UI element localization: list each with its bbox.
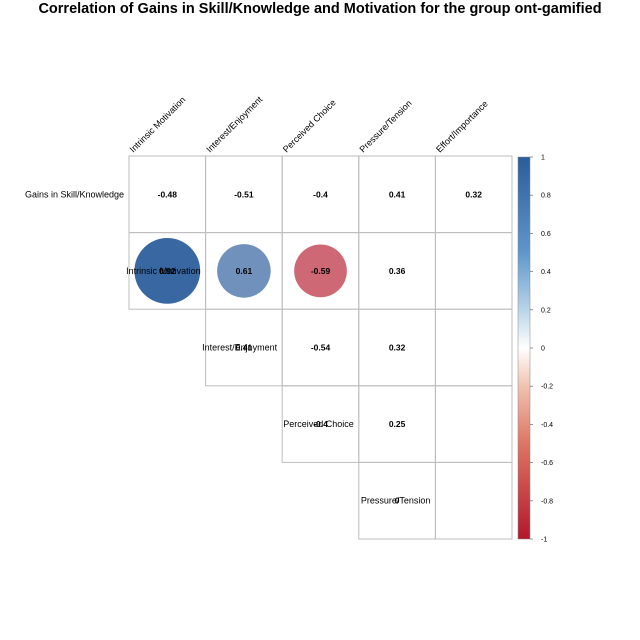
column-label: Interest/Enjoyment [204,94,264,154]
cell-value-label: 0.36 [389,266,406,276]
row-label: Pressure/Tension [361,496,431,506]
colorbar-tick-label: 0.8 [541,193,551,200]
colorbar-tick-label: -0.8 [541,498,553,505]
column-label: Pressure/Tension [357,98,413,154]
cell-value-label: 0.41 [236,343,253,353]
colorbar-tick-label: 0.2 [541,307,551,314]
colorbar-tick-label: -0.6 [541,460,553,467]
cell-value-label: 0 [395,496,400,506]
column-label: Intrinsic Motivation [128,95,188,155]
cell-value-label: 0.41 [389,189,406,199]
cell-value-label: 0.25 [389,419,406,429]
colorbar-gradient [517,156,531,540]
colorbar-tick-label: -1 [541,537,547,544]
cell-value-label: -0.48 [158,189,178,199]
chart-title: Correlation of Gains in Skill/Knowledge … [38,1,601,17]
correlation-circle [217,244,271,298]
grid-cell [434,232,513,310]
correlation-circle [134,238,201,304]
colorbar-tick-label: 0.6 [541,231,551,238]
cell-value-label: 0.92 [159,266,176,276]
cell-value-label: -0.4 [313,189,328,199]
colorbar-tick-label: 0.4 [541,269,551,276]
grid-cell [434,461,513,540]
grid-cell [434,308,513,387]
cell-value-label: -0.4 [313,419,328,429]
column-label: Perceived Choice [281,97,338,154]
row-label: Intrinsic Motivation [126,266,201,276]
column-label: Effort/Importance [434,99,490,155]
grid-layer [128,155,513,540]
row-label: Perceived Choice [283,419,354,429]
mark-layer [134,238,347,304]
cell-value-label: 0.61 [236,266,253,276]
correlation-circle [294,244,347,298]
colorbar-tick-label: 1 [541,155,545,162]
row-label: Gains in Skill/Knowledge [25,189,124,199]
cell-value-label: -0.51 [234,189,254,199]
cell-value-label: 0.32 [465,189,482,199]
colorbar: 1 0.8 0.6 0.4 0.2 0 -0.2 -0.4 -0.6 -0.8 -1 [517,155,553,544]
colorbar-tick-label: -0.2 [541,384,553,391]
colorbar-tick-label: -0.4 [541,422,553,429]
cell-value-label: 0.32 [389,343,406,353]
cell-value-label: -0.59 [311,266,331,276]
row-label: Interest/Enjoyment [202,343,278,353]
grid-cell [434,385,513,463]
cell-value-label: -0.54 [311,343,331,353]
colorbar-tick-label: 0 [541,346,545,353]
